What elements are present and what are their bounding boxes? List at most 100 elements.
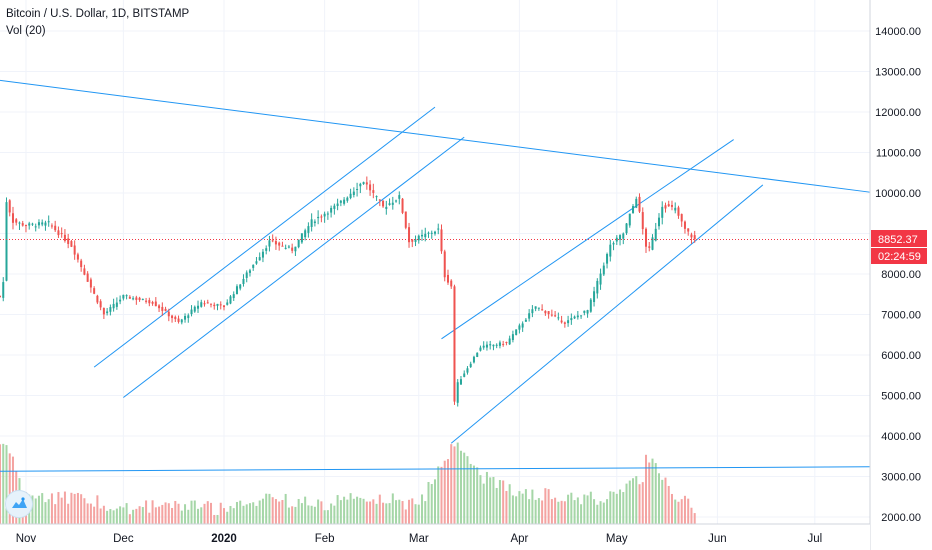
candle-body <box>5 202 8 281</box>
candle-body <box>635 198 638 208</box>
tradingview-logo-icon[interactable] <box>5 490 33 518</box>
candle-body <box>294 246 297 252</box>
volume-bar <box>615 493 618 524</box>
volume-bar <box>210 502 213 524</box>
candle-body <box>479 347 482 351</box>
candle-body <box>602 265 605 275</box>
candle-body <box>60 233 63 235</box>
candle-body <box>430 232 433 234</box>
volume-bar <box>479 475 482 524</box>
volume-bar <box>375 503 378 524</box>
volume-bar <box>112 510 115 524</box>
candle-body <box>515 329 518 335</box>
candle-body <box>193 306 196 312</box>
candle-body <box>281 245 284 247</box>
candle-body <box>557 317 560 319</box>
volume-bars <box>0 442 696 524</box>
volume-bar <box>365 501 368 524</box>
candle-body <box>261 251 264 258</box>
candle-body <box>411 239 414 242</box>
candle-body <box>651 237 654 250</box>
candle-body <box>446 274 449 283</box>
candle-body <box>372 190 375 193</box>
volume-indicator-label[interactable]: Vol (20) <box>6 25 46 37</box>
volume-bar <box>619 489 622 524</box>
candle-body <box>388 203 391 205</box>
time-tick-label: 2020 <box>211 533 237 545</box>
candle-body <box>421 234 424 237</box>
volume-bar <box>531 489 534 524</box>
last-price-text: 8852.37 <box>878 234 918 246</box>
volume-bar <box>167 503 170 524</box>
candle-body <box>485 344 488 348</box>
volume-bar <box>265 493 268 524</box>
price-tick-label: 10000.00 <box>875 188 921 200</box>
candle-body <box>498 342 501 346</box>
symbol-title[interactable]: Bitcoin / U.S. Dollar, 1D, BITSTAMP <box>6 8 190 20</box>
candle-body <box>24 225 27 227</box>
candle-body <box>31 223 34 225</box>
volume-bar <box>690 507 693 524</box>
volume-bar <box>593 499 596 524</box>
candle-body <box>560 320 563 323</box>
candle-body <box>586 310 589 314</box>
candle-body <box>119 299 122 302</box>
candle-body <box>615 237 618 242</box>
candle-body <box>132 298 135 300</box>
volume-bar <box>463 452 466 524</box>
candle-body <box>528 313 531 319</box>
volume-bar <box>563 501 566 524</box>
candle-body <box>674 207 677 211</box>
volume-bar <box>76 492 79 524</box>
trendlines[interactable] <box>0 79 871 472</box>
candle-body <box>352 191 355 195</box>
trendline-channel-2-lower <box>450 184 764 444</box>
volume-bar <box>70 492 73 524</box>
volume-bar <box>297 499 300 524</box>
candle-body <box>161 306 164 311</box>
candle-body <box>235 286 238 295</box>
candle-body <box>141 298 144 300</box>
candle-body <box>73 245 76 255</box>
candle-body <box>135 297 138 300</box>
candle-body <box>583 310 586 313</box>
candle-body <box>359 183 362 187</box>
candle-body <box>349 193 352 198</box>
candle-body <box>158 305 161 309</box>
volume-bar <box>446 459 449 524</box>
volume-bar <box>645 454 648 524</box>
price-tick-label: 8000.00 <box>881 269 921 281</box>
candle-body <box>453 286 456 402</box>
volume-bar <box>385 503 388 524</box>
time-tick-label: Dec <box>113 533 134 545</box>
volume-bar <box>203 503 206 524</box>
volume-bar <box>450 444 453 524</box>
candle-body <box>424 233 427 238</box>
volume-bar <box>5 445 8 524</box>
candle-body <box>459 379 462 385</box>
trendline-channel-1-lower <box>123 136 465 398</box>
volume-bar <box>589 491 592 524</box>
candle-body <box>86 273 89 282</box>
volume-bar <box>687 498 690 524</box>
time-tick-label: Feb <box>315 533 335 545</box>
volume-bar <box>333 505 336 524</box>
volume-bar <box>330 503 333 524</box>
candle-body <box>54 225 57 231</box>
candle-body <box>680 214 683 222</box>
volume-bar <box>437 466 440 524</box>
volume-bar <box>171 507 174 524</box>
candle-body <box>190 309 193 315</box>
chart-legend: Bitcoin / U.S. Dollar, 1D, BITSTAMP Vol … <box>6 6 189 40</box>
volume-bar <box>430 484 433 524</box>
volume-bar <box>476 467 479 524</box>
candle-body <box>466 368 469 373</box>
candle-body <box>222 305 225 308</box>
candle-body <box>210 303 213 305</box>
candle-body <box>469 363 472 367</box>
candle-body <box>495 344 498 346</box>
candle-body <box>320 216 323 218</box>
candle-body <box>450 280 453 287</box>
